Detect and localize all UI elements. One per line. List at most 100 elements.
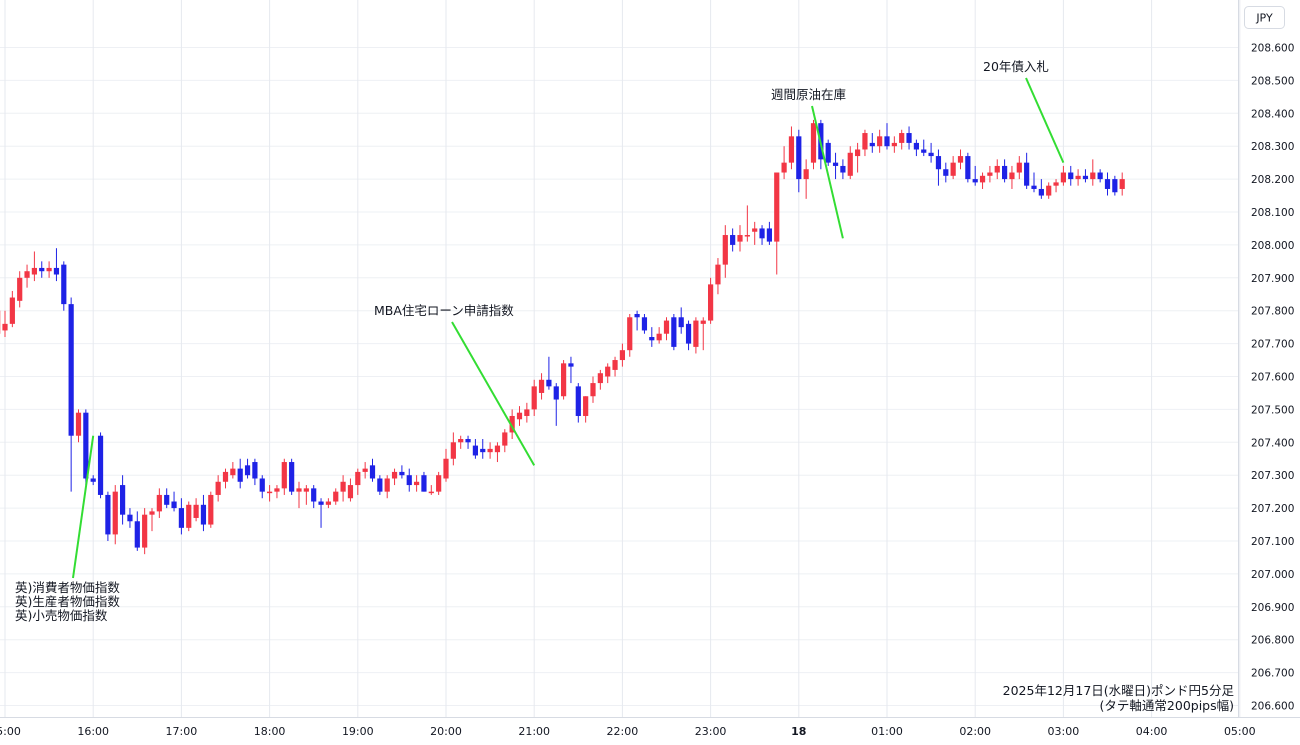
candle-body bbox=[979, 175, 986, 183]
price-tick-label: 207.600 bbox=[1251, 372, 1294, 384]
candle-body bbox=[421, 475, 427, 492]
price-tick-label: 208.400 bbox=[1251, 108, 1294, 120]
candle-body bbox=[222, 471, 229, 482]
candle-body bbox=[972, 179, 978, 183]
candle-body bbox=[1024, 162, 1030, 186]
candle-body bbox=[561, 363, 567, 397]
candle-body bbox=[1097, 172, 1103, 180]
candle-body bbox=[502, 432, 508, 446]
candle-body bbox=[24, 271, 30, 278]
candle-body bbox=[200, 504, 207, 525]
candle-body bbox=[715, 264, 721, 285]
time-tick-label: 04:00 bbox=[1136, 725, 1168, 738]
candle-body bbox=[178, 508, 184, 528]
candle-body bbox=[112, 491, 118, 535]
candle-body bbox=[171, 501, 177, 509]
candle-body bbox=[1090, 172, 1096, 180]
candle-body bbox=[722, 235, 728, 265]
candle-body bbox=[289, 462, 295, 492]
annotation-label: 英)消費者物価指数 bbox=[15, 580, 120, 595]
candle-body bbox=[965, 156, 971, 180]
price-tick-label: 206.900 bbox=[1251, 602, 1294, 614]
candle-body bbox=[362, 468, 368, 472]
candle-body bbox=[634, 313, 640, 318]
candle-body bbox=[950, 162, 956, 176]
candle-body bbox=[597, 373, 603, 384]
price-tick-label: 208.500 bbox=[1251, 75, 1294, 87]
candle-body bbox=[921, 149, 927, 153]
candle-body bbox=[1104, 179, 1111, 189]
candle-body bbox=[355, 471, 361, 486]
candle-body bbox=[678, 317, 684, 328]
candle-body bbox=[17, 277, 23, 301]
candle-body bbox=[546, 379, 552, 387]
candle-body bbox=[156, 494, 162, 512]
annotation-label: 20年債入札 bbox=[983, 59, 1049, 74]
candle-body bbox=[1002, 165, 1008, 180]
candle-body bbox=[825, 142, 831, 163]
candle-body bbox=[538, 379, 545, 393]
candle-body bbox=[9, 297, 15, 324]
candle-body bbox=[774, 172, 780, 242]
candle-body bbox=[553, 386, 559, 400]
candle-body bbox=[384, 478, 390, 492]
candle-body bbox=[708, 284, 714, 321]
price-tick-label: 208.000 bbox=[1251, 240, 1294, 252]
candle-body bbox=[899, 133, 905, 143]
candle-body bbox=[766, 228, 772, 242]
time-tick-label: 22:00 bbox=[607, 725, 639, 738]
candle-body bbox=[75, 412, 82, 436]
candle-body bbox=[509, 415, 515, 433]
candle-body bbox=[259, 478, 265, 492]
annotation-label: 英)小売物価指数 bbox=[15, 608, 108, 623]
annotation-line bbox=[811, 105, 844, 239]
candle-body bbox=[105, 494, 111, 535]
candle-body bbox=[406, 475, 412, 486]
candle-body bbox=[237, 468, 243, 482]
candle-body bbox=[31, 267, 37, 275]
candle-body bbox=[1119, 179, 1125, 189]
annotation-label: 英)生産者物価指数 bbox=[15, 594, 120, 609]
candle-body bbox=[83, 412, 89, 479]
candle-body bbox=[832, 162, 839, 166]
candle-body bbox=[913, 142, 919, 150]
candle-body bbox=[193, 504, 199, 518]
caption-line-2: (タテ軸通常200pips幅) bbox=[1100, 698, 1234, 713]
time-tick-label: 18:00 bbox=[254, 725, 286, 738]
candle-body bbox=[458, 439, 464, 443]
candle-body bbox=[884, 136, 890, 147]
candle-body bbox=[391, 471, 398, 479]
candle-body bbox=[730, 235, 736, 245]
currency-label[interactable]: JPY bbox=[1244, 6, 1285, 29]
candle-body bbox=[531, 386, 537, 410]
candle-body bbox=[590, 383, 596, 397]
candle-body bbox=[737, 235, 743, 242]
time-axis[interactable]: 15:00 16:00 17:00 18:00 19:00 20:00 21:00 22:00… bbox=[0, 725, 1256, 738]
candle-body bbox=[39, 267, 45, 272]
price-tick-label: 207.100 bbox=[1251, 536, 1294, 548]
price-tick-label: 208.200 bbox=[1251, 174, 1294, 186]
price-axis[interactable]: 208.600 208.500 208.400 208.300 208.200 208.1… bbox=[1251, 43, 1294, 713]
time-tick-label: 23:00 bbox=[695, 725, 727, 738]
candle-body bbox=[935, 156, 942, 170]
candle-body bbox=[443, 458, 449, 479]
candle-body bbox=[957, 156, 964, 163]
price-tick-label: 206.700 bbox=[1251, 668, 1294, 680]
candle-body bbox=[303, 488, 309, 492]
candle-body bbox=[450, 442, 456, 459]
candle-body bbox=[796, 136, 802, 180]
price-tick-label: 206.800 bbox=[1251, 635, 1294, 647]
time-tick-label: 15:00 bbox=[0, 725, 21, 738]
candle-body bbox=[1112, 179, 1118, 193]
candle-body bbox=[53, 267, 60, 275]
candle-body bbox=[325, 501, 331, 505]
candle-body bbox=[480, 448, 486, 453]
candle-body bbox=[1031, 185, 1037, 189]
candle-body bbox=[869, 142, 875, 147]
candle-body bbox=[2, 323, 8, 331]
candle-body bbox=[414, 481, 420, 486]
candle-body bbox=[46, 267, 52, 272]
price-tick-label: 206.600 bbox=[1251, 701, 1294, 713]
